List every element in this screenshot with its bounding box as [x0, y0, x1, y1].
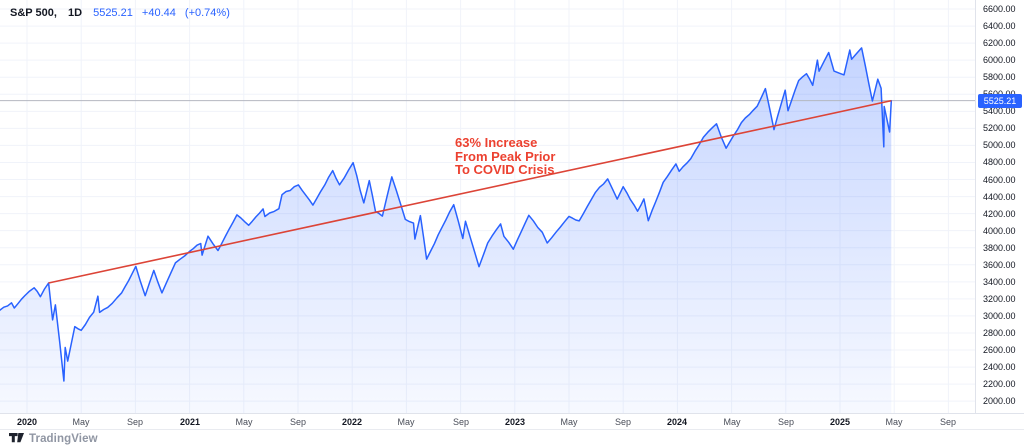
time-axis-label: 2020: [16, 417, 38, 427]
time-axis-label: Sep: [939, 417, 957, 427]
sp500-area-chart[interactable]: [0, 0, 975, 413]
price-axis-label: 4400.00: [983, 192, 1016, 202]
time-axis-label: Sep: [614, 417, 632, 427]
time-axis[interactable]: 2020 May Sep 2021 May Sep 2022 May Sep 2023 May Sep…: [0, 413, 1024, 429]
annotation-line-3: To COVID Crisis: [455, 162, 555, 177]
price-axis-label: 6600.00: [983, 4, 1016, 14]
time-axis-label: 2023: [504, 417, 526, 427]
time-axis-label: May: [885, 417, 903, 427]
time-axis-label: May: [72, 417, 90, 427]
time-axis-label: May: [723, 417, 741, 427]
symbol-legend[interactable]: S&P 500, 1D 5525.21 +40.44 (+0.74%): [10, 7, 236, 19]
annotation-line-1: 63% Increase: [455, 135, 538, 150]
time-axis-label: 2021: [179, 417, 201, 427]
tradingview-logo-icon: [9, 433, 24, 443]
price-axis-label: 2000.00: [983, 396, 1016, 406]
time-axis-label: 2022: [341, 417, 363, 427]
price-axis-label: 2400.00: [983, 362, 1016, 372]
price-axis-label: 3200.00: [983, 294, 1016, 304]
trend-line-drawing[interactable]: [48, 99, 892, 284]
attribution-bar: TradingView: [0, 429, 1024, 448]
price-change-percent: (+0.74%): [184, 7, 230, 19]
time-axis-label: May: [560, 417, 578, 427]
price-axis-label: 6400.00: [983, 21, 1016, 31]
last-price-value: 5525.21: [93, 7, 133, 19]
price-axis-label: 4800.00: [983, 157, 1016, 167]
price-chart-canvas[interactable]: [0, 0, 975, 413]
price-axis-label: 2200.00: [983, 379, 1016, 389]
price-axis-label: 4200.00: [983, 209, 1016, 219]
price-axis-label: 6200.00: [983, 38, 1016, 48]
time-axis-label: Sep: [126, 417, 144, 427]
annotation-line-2: From Peak Prior: [455, 148, 556, 164]
price-axis-label: 3000.00: [983, 311, 1016, 321]
price-axis-label: 2800.00: [983, 328, 1016, 338]
price-axis-label: 5200.00: [983, 123, 1016, 133]
time-axis-label: May: [397, 417, 415, 427]
price-axis-label: 5000.00: [983, 140, 1016, 150]
symbol-name[interactable]: S&P 500,: [10, 7, 57, 19]
interval-label[interactable]: 1D: [67, 7, 83, 19]
price-axis[interactable]: 5525.21 6600.00 6400.00 6200.00 6000.00 5800…: [975, 0, 1024, 429]
time-axis-label: Sep: [777, 417, 795, 427]
price-axis-label: 5800.00: [983, 72, 1016, 82]
price-axis-label: 4000.00: [983, 226, 1016, 236]
price-series-line: [0, 47, 893, 382]
tradingview-logo[interactable]: TradingView: [9, 433, 98, 445]
price-axis-label: 3400.00: [983, 277, 1016, 287]
time-axis-label: Sep: [452, 417, 470, 427]
price-axis-label: 6000.00: [983, 55, 1016, 65]
price-axis-label: 3800.00: [983, 243, 1016, 253]
trendline-annotation-text[interactable]: 63% Increase From Peak Prior To COVID Cr…: [455, 136, 555, 177]
time-axis-label: Sep: [289, 417, 307, 427]
last-price-badge: 5525.21: [978, 94, 1022, 108]
price-axis-label: 2600.00: [983, 345, 1016, 355]
time-axis-label: 2025: [829, 417, 851, 427]
time-axis-label: 2024: [666, 417, 688, 427]
price-axis-label: 5400.00: [983, 106, 1016, 116]
area-fill: [0, 47, 892, 413]
tradingview-wordmark: TradingView: [29, 433, 98, 445]
price-change-value: +40.44: [141, 7, 176, 19]
time-axis-label: May: [235, 417, 253, 427]
price-axis-label: 3600.00: [983, 260, 1016, 270]
price-axis-label: 4600.00: [983, 175, 1016, 185]
